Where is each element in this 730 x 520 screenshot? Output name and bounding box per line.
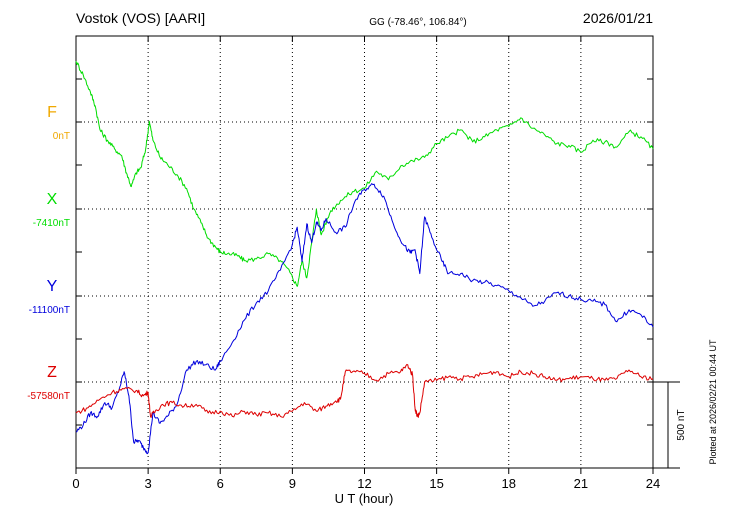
scale-bar: 500 nT <box>653 381 687 469</box>
component-letter-y: Y <box>47 278 58 295</box>
data-series <box>75 60 654 455</box>
scale-bar-label: 500 nT <box>676 409 687 440</box>
component-baseline-z: -57580nT <box>27 391 70 402</box>
component-baseline-f: 0nT <box>53 131 70 142</box>
date-label: 2026/01/21 <box>583 10 653 26</box>
series-line-y <box>75 183 654 455</box>
x-tick-label: 15 <box>429 476 443 491</box>
component-baseline-x: -7410nT <box>33 218 70 229</box>
coords-label: GG (-78.46°, 106.84°) <box>369 17 467 28</box>
station-title: Vostok (VOS) [AARI] <box>76 10 205 26</box>
x-tick-label: 0 <box>72 476 79 491</box>
component-labels: F 0nT X -7410nT Y -11100nT Z -57580nT <box>27 104 70 402</box>
x-axis-label: U T (hour) <box>335 491 394 506</box>
x-tick-label: 3 <box>145 476 152 491</box>
component-letter-f: F <box>47 104 57 121</box>
x-tick-label: 24 <box>646 476 660 491</box>
x-tick-label: 21 <box>574 476 588 491</box>
series-line-z <box>75 363 654 418</box>
x-tick-label: 9 <box>289 476 296 491</box>
component-letter-x: X <box>47 191 58 208</box>
plotted-at-label: Plotted at 2026/02/21 00:44 UT <box>708 339 718 465</box>
x-tick-label: 18 <box>502 476 516 491</box>
x-axis-ticks: 0 3 6 9 12 15 18 21 24 <box>72 36 660 491</box>
component-baseline-y: -11100nT <box>29 305 70 316</box>
grid <box>76 36 653 468</box>
x-tick-label: 6 <box>217 476 224 491</box>
component-letter-z: Z <box>47 364 57 381</box>
x-tick-label: 12 <box>357 476 371 491</box>
